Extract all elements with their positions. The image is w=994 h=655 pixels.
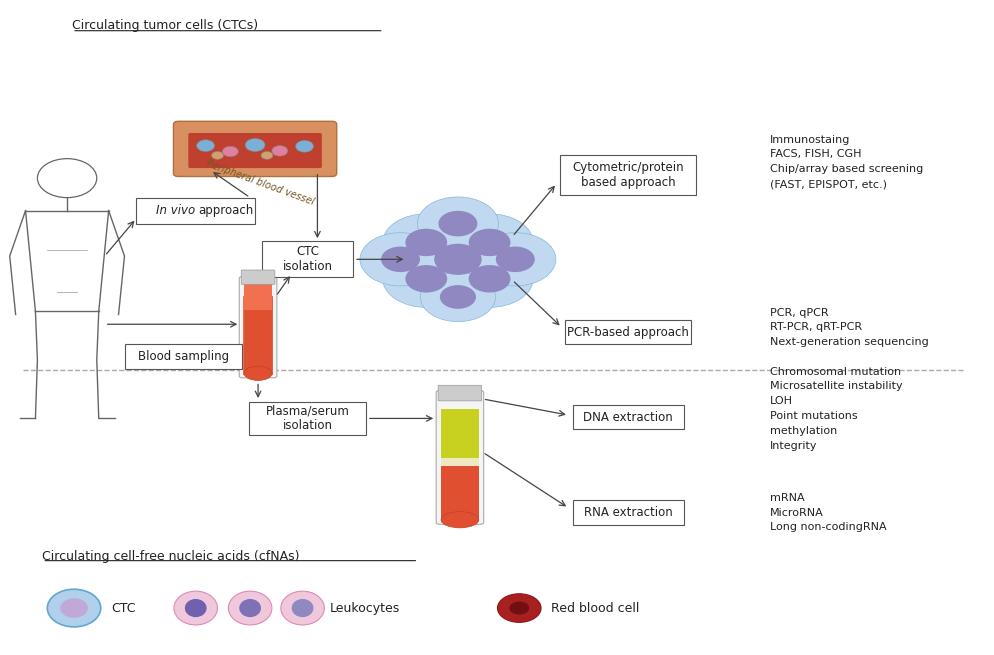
FancyBboxPatch shape	[244, 284, 271, 310]
Circle shape	[416, 197, 498, 250]
Ellipse shape	[497, 594, 541, 622]
Circle shape	[383, 214, 469, 271]
FancyBboxPatch shape	[188, 133, 321, 168]
Circle shape	[438, 211, 477, 236]
Ellipse shape	[280, 591, 324, 625]
Ellipse shape	[229, 591, 271, 625]
Circle shape	[433, 244, 481, 275]
FancyBboxPatch shape	[440, 409, 478, 458]
Circle shape	[223, 146, 238, 157]
Circle shape	[495, 246, 534, 272]
FancyBboxPatch shape	[243, 296, 272, 375]
Text: mRNA
MicroRNA
Long non-codingRNA: mRNA MicroRNA Long non-codingRNA	[768, 493, 886, 533]
Text: CTC
isolation: CTC isolation	[282, 246, 332, 273]
Text: approach: approach	[198, 204, 252, 217]
Circle shape	[445, 214, 533, 271]
Ellipse shape	[174, 591, 218, 625]
FancyBboxPatch shape	[136, 198, 254, 223]
Circle shape	[360, 233, 440, 286]
Text: Immunostaing
FACS, FISH, CGH
Chip/array based screening
(FAST, EPISPOT, etc.): Immunostaing FACS, FISH, CGH Chip/array …	[768, 135, 921, 189]
FancyBboxPatch shape	[565, 320, 691, 345]
FancyBboxPatch shape	[560, 155, 696, 195]
Ellipse shape	[48, 590, 100, 627]
Ellipse shape	[244, 366, 271, 381]
FancyBboxPatch shape	[573, 405, 683, 430]
Ellipse shape	[185, 599, 207, 617]
Text: PCR, qPCR
RT-PCR, qRT-PCR
Next-generation sequencing: PCR, qPCR RT-PCR, qRT-PCR Next-generatio…	[768, 308, 927, 347]
FancyBboxPatch shape	[239, 276, 276, 378]
Text: Circulating cell-free nucleic acids (cfNAs): Circulating cell-free nucleic acids (cfN…	[43, 550, 299, 563]
Text: Cytometric/protein
based approach: Cytometric/protein based approach	[572, 161, 683, 189]
Circle shape	[381, 246, 419, 272]
FancyBboxPatch shape	[440, 458, 478, 466]
Circle shape	[260, 151, 272, 159]
Circle shape	[474, 233, 556, 286]
Circle shape	[468, 229, 510, 256]
Circle shape	[271, 145, 287, 156]
Text: Leukocytes: Leukocytes	[329, 601, 400, 614]
FancyBboxPatch shape	[440, 466, 478, 521]
Circle shape	[445, 250, 533, 307]
Text: Plasma/serum
isolation: Plasma/serum isolation	[265, 404, 349, 432]
Circle shape	[212, 151, 224, 159]
Circle shape	[245, 138, 264, 151]
Circle shape	[439, 285, 475, 309]
Circle shape	[405, 229, 446, 256]
Circle shape	[409, 227, 507, 291]
Text: Red blood cell: Red blood cell	[551, 601, 639, 614]
Text: CTC: CTC	[111, 601, 136, 614]
FancyBboxPatch shape	[125, 345, 242, 369]
Text: Blood sampling: Blood sampling	[138, 350, 230, 364]
Circle shape	[295, 140, 313, 152]
Circle shape	[197, 140, 215, 151]
Ellipse shape	[60, 598, 87, 618]
Ellipse shape	[509, 601, 529, 614]
Circle shape	[468, 265, 510, 293]
Ellipse shape	[239, 599, 260, 617]
FancyBboxPatch shape	[261, 242, 353, 277]
Circle shape	[419, 272, 495, 322]
FancyBboxPatch shape	[437, 385, 481, 401]
FancyBboxPatch shape	[241, 270, 274, 284]
Text: RNA extraction: RNA extraction	[583, 506, 672, 519]
Ellipse shape	[440, 512, 478, 528]
Ellipse shape	[291, 599, 313, 617]
FancyBboxPatch shape	[435, 390, 483, 524]
FancyBboxPatch shape	[173, 121, 336, 176]
Circle shape	[405, 265, 446, 293]
Text: Circulating tumor cells (CTCs): Circulating tumor cells (CTCs)	[72, 19, 257, 32]
Circle shape	[383, 250, 469, 307]
FancyBboxPatch shape	[573, 500, 683, 525]
Text: In vivo: In vivo	[156, 204, 196, 217]
Text: DNA extraction: DNA extraction	[582, 411, 672, 424]
Text: Chromosomal mutation
Microsatellite instability
LOH
Point mutations
methylation
: Chromosomal mutation Microsatellite inst…	[768, 367, 902, 451]
FancyBboxPatch shape	[248, 402, 366, 436]
Text: PCR-based approach: PCR-based approach	[567, 326, 689, 339]
Text: Peripheral blood vessel: Peripheral blood vessel	[205, 159, 315, 207]
